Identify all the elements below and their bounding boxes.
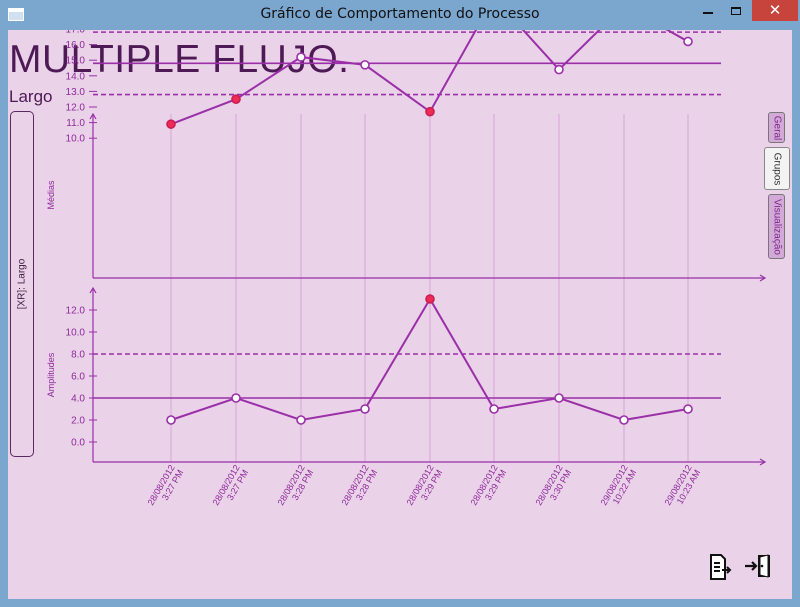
y-tick-label: 8.0: [71, 350, 85, 361]
minimize-icon: [703, 11, 713, 14]
data-point-alert: [231, 94, 241, 104]
y-tick-label: 4.0: [71, 394, 85, 405]
y-axis-title: Médias: [46, 180, 56, 210]
control-charts: 10.011.012.013.014.015.016.017.018.019.0…: [46, 30, 767, 507]
y-tick-label: 10.0: [66, 134, 86, 145]
y-tick-label: 12.0: [66, 306, 86, 317]
close-icon: ✕: [768, 1, 782, 19]
data-point: [619, 415, 629, 425]
data-point: [231, 393, 241, 403]
y-tick-label: 6.0: [71, 372, 85, 383]
data-point: [360, 404, 370, 414]
x-axis-arrow-0: [759, 274, 767, 282]
window-title: Gráfico de Comportamento do Processo: [260, 6, 540, 22]
y-tick-label: 0.0: [71, 438, 85, 449]
exit-door-icon-graphic: [745, 554, 770, 578]
data-point: [489, 404, 499, 414]
y-axis-title: Amplitudes: [46, 352, 56, 397]
report-export-icon-graphic: [710, 554, 732, 580]
tab-visualizacao[interactable]: Visualização: [768, 194, 785, 259]
y-tick-label: 17.0: [66, 30, 86, 36]
data-point: [554, 64, 564, 75]
chart-type-panel[interactable]: [XR]: Largo: [10, 111, 34, 457]
exit-door-icon[interactable]: [744, 552, 774, 580]
data-point: [683, 36, 693, 47]
y-axis-arrow-1: [89, 286, 97, 294]
data-point-alert: [425, 106, 435, 117]
data-point: [683, 404, 693, 414]
y-tick-label: 12.0: [66, 103, 86, 114]
page-title: MULTIPLE FLUJO.: [9, 38, 350, 81]
close-button[interactable]: ✕: [752, 0, 798, 21]
report-export-icon[interactable]: [708, 553, 734, 581]
data-point: [296, 52, 306, 62]
data-point-alert: [425, 294, 435, 304]
maximize-icon: [731, 6, 741, 15]
minimize-button[interactable]: [694, 0, 722, 21]
tab-geral[interactable]: Geral: [768, 112, 785, 143]
content-area: MULTIPLE FLUJO. Largo [XR]: Largo Geral …: [8, 30, 792, 599]
y-tick-label: 13.0: [66, 87, 86, 98]
y-tick-label: 2.0: [71, 416, 85, 427]
data-point: [554, 393, 564, 403]
y-tick-label: 10.0: [66, 328, 86, 339]
data-point: [360, 60, 370, 70]
y-tick-label: 16.0: [66, 40, 86, 51]
data-point: [296, 415, 306, 425]
data-point: [166, 415, 176, 425]
title-bar[interactable]: Gráfico de Comportamento do Processo ✕: [0, 0, 800, 30]
maximize-button[interactable]: [722, 0, 750, 21]
data-point-alert: [166, 119, 176, 129]
app-window-icon: [8, 8, 24, 21]
page-subtitle: Largo: [9, 87, 53, 106]
y-axis-arrow-0: [89, 112, 97, 120]
y-tick-label: 11.0: [66, 118, 85, 129]
x-axis-arrow-1: [759, 458, 767, 466]
y-tick-label: 15.0: [66, 56, 86, 67]
tab-grupos[interactable]: Grupos: [764, 147, 790, 190]
y-tick-label: 14.0: [66, 71, 86, 82]
